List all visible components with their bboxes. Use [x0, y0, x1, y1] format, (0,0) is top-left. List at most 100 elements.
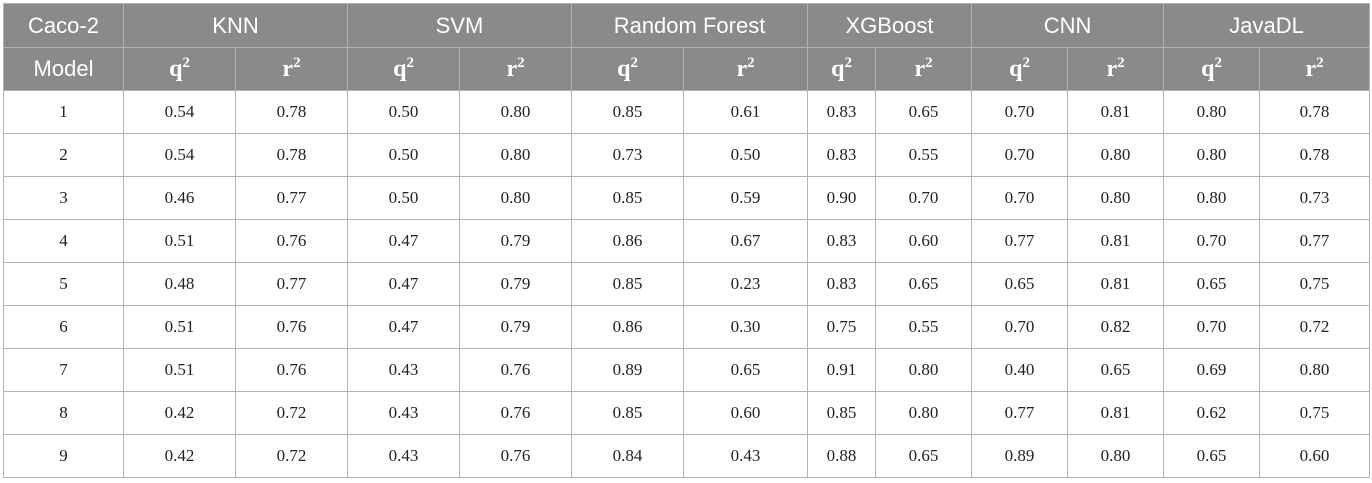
method-header-javadl: JavaDL: [1163, 3, 1371, 48]
r2-value-cell: 0.65: [875, 262, 973, 306]
r2-value-cell: 0.79: [459, 219, 573, 263]
method-header-cnn: CNN: [971, 3, 1165, 48]
q2-value-cell: 0.80: [1163, 90, 1261, 134]
metric-header-r2: r2: [459, 47, 573, 91]
table-row: 9 0.42 0.72 0.43 0.76 0.84 0.43 0.88 0.65 0.89 0.8…: [3, 434, 1371, 478]
r2-value-cell: 0.59: [683, 176, 809, 220]
r2-value-cell: 0.78: [1259, 133, 1371, 177]
model-number-cell: 8: [3, 391, 124, 435]
r2-value-cell: 0.65: [1067, 348, 1165, 392]
q2-value-cell: 0.54: [123, 90, 236, 134]
r2-value-cell: 0.72: [234, 391, 349, 435]
q2-value-cell: 0.62: [1163, 391, 1261, 435]
table-row: 3 0.46 0.77 0.50 0.80 0.85 0.59 0.90 0.70 0.70 0.8…: [3, 176, 1371, 220]
r2-value-cell: 0.80: [1067, 434, 1165, 478]
metric-header-q2: q2: [1163, 47, 1261, 91]
metric-header-q2: q2: [971, 47, 1069, 91]
model-number-cell: 4: [3, 219, 124, 263]
q2-value-cell: 0.86: [571, 305, 685, 349]
q2-value-cell: 0.48: [123, 262, 236, 306]
model-number-cell: 5: [3, 262, 124, 306]
q2-value-cell: 0.80: [1163, 133, 1261, 177]
r2-value-cell: 0.80: [875, 348, 973, 392]
r2-value-cell: 0.80: [875, 391, 973, 435]
q2-value-cell: 0.83: [807, 219, 877, 263]
metric-header-q2: q2: [807, 47, 877, 91]
corner-header-dataset: Caco-2: [3, 3, 124, 48]
r2-value-cell: 0.23: [683, 262, 809, 306]
q2-value-cell: 0.65: [1163, 262, 1261, 306]
r2-value-cell: 0.78: [234, 133, 349, 177]
q2-value-cell: 0.85: [571, 262, 685, 306]
r2-value-cell: 0.70: [875, 176, 973, 220]
model-number-cell: 6: [3, 305, 124, 349]
q2-value-cell: 0.90: [807, 176, 877, 220]
r2-value-cell: 0.60: [683, 391, 809, 435]
q2-value-cell: 0.83: [807, 262, 877, 306]
table-row: 7 0.51 0.76 0.43 0.76 0.89 0.65 0.91 0.80 0.40 0.6…: [3, 348, 1371, 392]
table-row: 5 0.48 0.77 0.47 0.79 0.85 0.23 0.83 0.65 0.65 0.8…: [3, 262, 1371, 306]
q2-value-cell: 0.80: [1163, 176, 1261, 220]
model-number-cell: 2: [3, 133, 124, 177]
table-row: 6 0.51 0.76 0.47 0.79 0.86 0.30 0.75 0.55 0.70 0.8…: [3, 305, 1371, 349]
metric-header-q2: q2: [123, 47, 236, 91]
r2-value-cell: 0.76: [234, 305, 349, 349]
metric-header-r2: r2: [875, 47, 973, 91]
r2-value-cell: 0.76: [459, 391, 573, 435]
method-header-random-forest: Random Forest: [571, 3, 809, 48]
r2-value-cell: 0.61: [683, 90, 809, 134]
metric-header-r2: r2: [1259, 47, 1371, 91]
q2-value-cell: 0.70: [971, 176, 1069, 220]
r2-value-cell: 0.79: [459, 305, 573, 349]
q2-value-cell: 0.50: [347, 133, 461, 177]
q2-value-cell: 0.70: [1163, 219, 1261, 263]
table-row: 8 0.42 0.72 0.43 0.76 0.85 0.60 0.85 0.80 0.77 0.8…: [3, 391, 1371, 435]
r2-value-cell: 0.75: [1259, 262, 1371, 306]
r2-value-cell: 0.78: [234, 90, 349, 134]
q2-value-cell: 0.42: [123, 434, 236, 478]
q2-value-cell: 0.70: [971, 90, 1069, 134]
r2-value-cell: 0.65: [683, 348, 809, 392]
metric-header-r2: r2: [683, 47, 809, 91]
r2-value-cell: 0.80: [1067, 176, 1165, 220]
r2-value-cell: 0.30: [683, 305, 809, 349]
r2-value-cell: 0.80: [459, 176, 573, 220]
q2-value-cell: 0.77: [971, 391, 1069, 435]
q2-value-cell: 0.50: [347, 176, 461, 220]
q2-value-cell: 0.83: [807, 90, 877, 134]
q2-value-cell: 0.47: [347, 262, 461, 306]
q2-value-cell: 0.54: [123, 133, 236, 177]
metric-header-q2: q2: [571, 47, 685, 91]
table-row: 4 0.51 0.76 0.47 0.79 0.86 0.67 0.83 0.60 0.77 0.8…: [3, 219, 1371, 263]
r2-value-cell: 0.60: [1259, 434, 1371, 478]
q2-value-cell: 0.51: [123, 219, 236, 263]
table-body: 1 0.54 0.78 0.50 0.80 0.85 0.61 0.83 0.65 0.70 0.8…: [3, 90, 1371, 478]
r2-value-cell: 0.80: [459, 133, 573, 177]
q2-value-cell: 0.91: [807, 348, 877, 392]
results-table: Caco-2 KNN SVM Random Forest XGBoost CNN…: [3, 3, 1371, 478]
q2-value-cell: 0.70: [1163, 305, 1261, 349]
model-number-cell: 7: [3, 348, 124, 392]
q2-value-cell: 0.43: [347, 391, 461, 435]
r2-value-cell: 0.65: [875, 90, 973, 134]
r2-value-cell: 0.77: [234, 262, 349, 306]
r2-value-cell: 0.43: [683, 434, 809, 478]
corner-header-model: Model: [3, 47, 124, 91]
q2-value-cell: 0.65: [1163, 434, 1261, 478]
model-number-cell: 9: [3, 434, 124, 478]
metric-header-r2: r2: [234, 47, 349, 91]
r2-value-cell: 0.81: [1067, 219, 1165, 263]
method-header-xgboost: XGBoost: [807, 3, 973, 48]
q2-value-cell: 0.46: [123, 176, 236, 220]
q2-value-cell: 0.84: [571, 434, 685, 478]
r2-value-cell: 0.72: [1259, 305, 1371, 349]
q2-value-cell: 0.85: [807, 391, 877, 435]
q2-value-cell: 0.43: [347, 434, 461, 478]
r2-value-cell: 0.79: [459, 262, 573, 306]
q2-value-cell: 0.73: [571, 133, 685, 177]
method-header-svm: SVM: [347, 3, 573, 48]
r2-value-cell: 0.80: [1259, 348, 1371, 392]
q2-value-cell: 0.42: [123, 391, 236, 435]
q2-value-cell: 0.75: [807, 305, 877, 349]
table-row: 1 0.54 0.78 0.50 0.80 0.85 0.61 0.83 0.65 0.70 0.8…: [3, 90, 1371, 134]
